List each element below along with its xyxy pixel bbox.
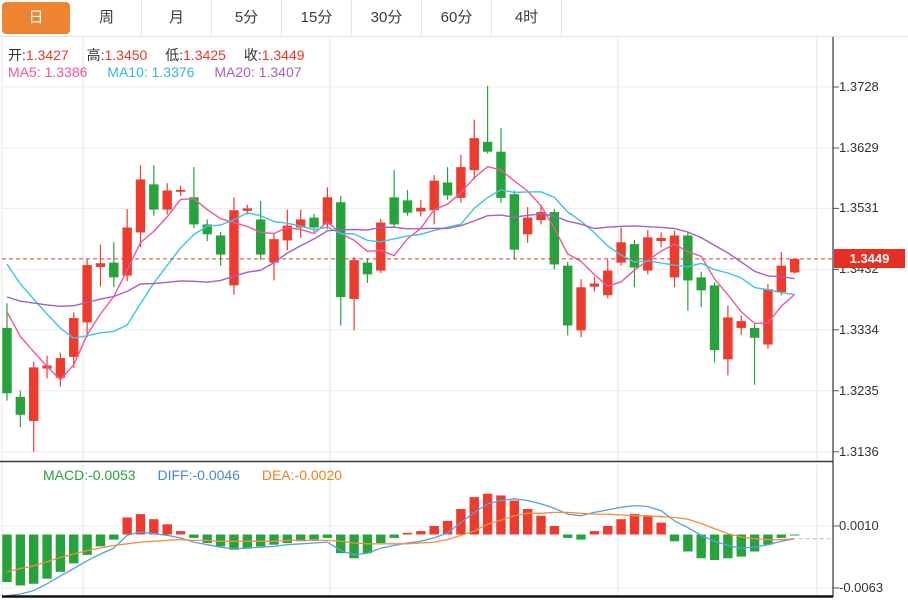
ma20-line: [6, 213, 795, 307]
grid-layer: [1, 37, 833, 596]
macd-histogram-layer: [2, 493, 800, 586]
high-label: 高:: [86, 47, 105, 63]
ma5-readout: MA5: 1.3386: [8, 64, 88, 80]
low-label: 低:: [165, 47, 184, 63]
macd-axis-label: 0.0010: [839, 518, 879, 533]
ma20-readout: MA20: 1.3407: [214, 64, 302, 80]
tab-30min[interactable]: 30分: [352, 0, 422, 36]
price-axis-label: 1.3531: [839, 200, 879, 215]
tab-60min[interactable]: 60分: [422, 0, 492, 36]
current-price-badge: 1.3449: [834, 249, 905, 268]
ma-readout: MA5: 1.3386 MA10: 1.3376 MA20: 1.3407: [8, 64, 302, 80]
ma-lines-layer: [6, 165, 796, 381]
price-axis-label: 1.3235: [839, 383, 879, 398]
tab-week[interactable]: 周: [72, 0, 142, 36]
tab-day[interactable]: 日: [2, 2, 70, 34]
price-axis-label: 1.3136: [839, 444, 879, 459]
ma5-line: [6, 165, 796, 381]
tab-15min[interactable]: 15分: [282, 0, 352, 36]
dea-line: [6, 511, 795, 573]
tab-month[interactable]: 月: [142, 0, 212, 36]
chart-area: 开:1.3427 高:1.3450 低:1.3425 收:1.3449 MA5:…: [0, 37, 908, 600]
macd-value: MACD:-0.0053: [43, 467, 136, 483]
diff-line: [6, 498, 795, 597]
tabbar-filler: [562, 0, 908, 36]
macd-axis-label: -0.0063: [839, 580, 884, 595]
tab-4hour[interactable]: 4时: [492, 0, 562, 36]
macd-readout: MACD:-0.0053 DIFF:-0.0046 DEA:-0.0020: [43, 467, 342, 483]
candles-layer: [2, 85, 800, 452]
macd-lines-layer: [6, 498, 795, 597]
candlestick-macd-chart[interactable]: [0, 37, 908, 600]
ma10-line: [6, 189, 795, 339]
open-value: 1.3427: [25, 47, 69, 63]
diff-value: DIFF:-0.0046: [157, 467, 240, 483]
close-label: 收:: [243, 47, 262, 63]
ma10-readout: MA10: 1.3376: [107, 64, 195, 80]
price-axis-label: 1.3629: [839, 140, 879, 155]
price-axis-label: 1.3728: [839, 79, 879, 94]
low-value: 1.3425: [183, 47, 226, 63]
high-value: 1.3450: [104, 47, 148, 63]
timeframe-tabbar: 日 周 月 5分 15分 30分 60分 4时: [0, 0, 908, 37]
price-axis-label: 1.3334: [839, 322, 879, 337]
ohlc-readout: 开:1.3427 高:1.3450 低:1.3425 收:1.3449: [8, 45, 319, 65]
dea-value: DEA:-0.0020: [261, 467, 343, 483]
close-value: 1.3449: [261, 47, 305, 63]
tab-5min[interactable]: 5分: [212, 0, 282, 36]
open-label: 开:: [8, 47, 26, 63]
